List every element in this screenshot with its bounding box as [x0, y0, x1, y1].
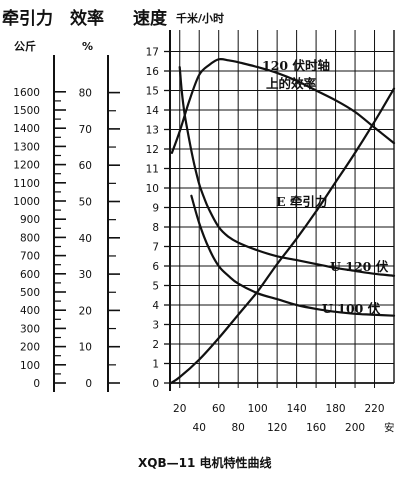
efficiency-curve-label-line1: 120 伏时轴: [262, 58, 330, 73]
x-tick-label: 20: [173, 403, 186, 415]
speed-tick-label: 4: [152, 300, 159, 312]
traction-unit: 公斤: [14, 39, 36, 53]
u100-curve-label: U 100 伏: [322, 301, 381, 316]
series-group: [169, 57, 396, 385]
x-tick-label: 180: [326, 403, 346, 415]
x-tick-label: 160: [306, 422, 326, 434]
speed-tick-label: 15: [146, 86, 159, 98]
efficiency-tick-label: 10: [79, 342, 92, 354]
traction-tick-label: 0: [33, 378, 40, 390]
traction-tick-label: 700: [20, 251, 40, 263]
traction-tick-label: 1200: [13, 160, 40, 172]
efficiency-curve-label-line2: 上的效率: [266, 76, 317, 91]
efficiency-tick-label: 0: [85, 378, 92, 390]
x-tick-label: 80: [231, 422, 244, 434]
traction-tick-label: 1000: [13, 196, 40, 208]
x-tick-label: 100: [248, 403, 268, 415]
speed-tick-label: 5: [152, 281, 159, 293]
traction-tick-label: 400: [20, 305, 40, 317]
x-tick-label: 40: [193, 422, 206, 434]
traction-tick-label: 1400: [13, 123, 40, 135]
traction-tick-label: 800: [20, 232, 40, 244]
efficiency-axis: 0 10 20 30 40 50 60 70 80: [79, 55, 120, 392]
efficiency-tick-label: 60: [79, 160, 92, 172]
traction-curve: [169, 87, 396, 385]
traction-tick-label: 1100: [13, 178, 40, 190]
speed-tick-label: 2: [152, 339, 159, 351]
efficiency-tick-label: 70: [79, 124, 92, 136]
speed-tick-label: 9: [152, 203, 159, 215]
current-unit: 安: [384, 421, 395, 434]
speed-unit: 千米/小时: [176, 11, 224, 25]
chart-title: XQB—11 电机特性曲线: [138, 455, 271, 470]
efficiency-tick-label: 20: [79, 305, 92, 317]
speed-tick-label: 11: [146, 164, 159, 176]
speed-tick-label: 3: [152, 320, 159, 332]
traction-tick-label: 1300: [13, 141, 40, 153]
traction-header: 牵引力: [2, 8, 53, 29]
speed-tick-label: 10: [146, 183, 159, 195]
u100-speed-curve: [190, 194, 396, 317]
traction-axis: 0 100 200 300 400 500 600 700 800 900 1000 1100 1200…: [13, 55, 66, 392]
efficiency-tick-label: 50: [79, 197, 92, 209]
efficiency-header: 效率: [70, 8, 104, 29]
traction-tick-label: 900: [20, 214, 40, 226]
u120-speed-curve: [178, 66, 396, 277]
x-tick-label: 200: [345, 422, 365, 434]
efficiency-curve: [170, 57, 396, 154]
speed-tick-label: 12: [146, 144, 159, 156]
x-tick-label: 60: [212, 403, 225, 415]
x-tick-label: 140: [287, 403, 307, 415]
traction-curve-label: E 牵引力: [276, 194, 327, 209]
x-tick-label: 220: [364, 403, 384, 415]
x-axis-ticks: 20 60 100 140 180 220 40 80 120 160 200: [173, 403, 384, 434]
speed-tick-label: 17: [146, 47, 159, 59]
speed-tick-label: 6: [152, 261, 159, 273]
speed-tick-label: 7: [152, 242, 159, 254]
efficiency-tick-label: 80: [79, 88, 92, 100]
u120-curve-label: U 120 伏: [330, 259, 389, 274]
efficiency-tick-label: 30: [79, 269, 92, 281]
traction-tick-label: 100: [20, 360, 40, 372]
speed-tick-label: 13: [146, 125, 159, 137]
efficiency-tick-label: 40: [79, 233, 92, 245]
speed-tick-label: 1: [152, 359, 159, 371]
speed-tick-label: 14: [146, 105, 160, 117]
traction-tick-label: 200: [20, 342, 40, 354]
traction-tick-label: 1500: [13, 105, 40, 117]
speed-header: 速度: [133, 8, 168, 29]
speed-tick-label: 16: [146, 66, 160, 78]
traction-tick-label: 500: [20, 287, 40, 299]
traction-tick-label: 1600: [13, 87, 40, 99]
x-tick-label: 120: [267, 422, 287, 434]
efficiency-unit: %: [82, 40, 93, 53]
speed-tick-label: 8: [152, 222, 159, 234]
traction-tick-label: 300: [20, 323, 40, 335]
traction-tick-label: 600: [20, 269, 40, 281]
speed-tick-label: 0: [152, 378, 159, 390]
